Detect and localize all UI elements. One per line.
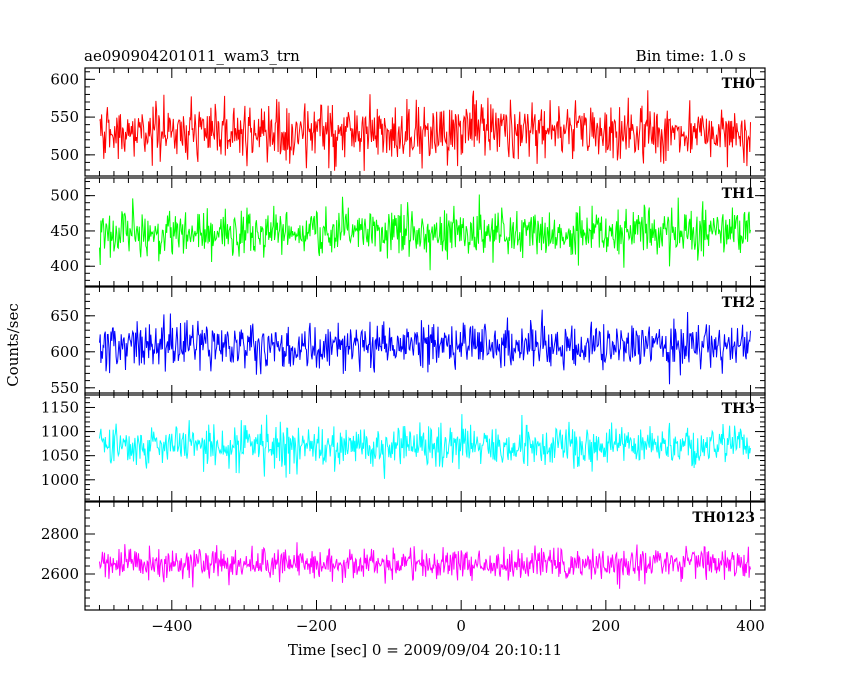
series-line-th3 (99, 414, 751, 479)
y-tick-label: 600 (50, 70, 79, 88)
panel-label-th1: TH1 (722, 186, 755, 202)
bin-time-label: Bin time: 1.0 s (636, 47, 746, 65)
y-tick-label: 1150 (41, 398, 79, 416)
chart-title: ae090904201011_wam3_trn (84, 47, 300, 65)
series-line-th0 (99, 90, 751, 171)
panel-label-th0: TH0 (722, 76, 756, 92)
y-tick-label: 400 (50, 257, 79, 275)
y-axis-label: Counts/sec (4, 303, 22, 387)
series-line-th1 (99, 194, 751, 271)
x-tick-label: 0 (456, 617, 466, 635)
y-tick-label: 2800 (41, 525, 79, 543)
panel-frame-th2 (84, 286, 766, 396)
y-tick-label: 2600 (41, 565, 79, 583)
y-tick-label: 500 (50, 187, 79, 205)
panels-group: 500 550 600 TH0 400 450 500 TH1 550 600 650 TH2 1000… (41, 67, 766, 635)
panel-label-th3: TH3 (722, 401, 755, 417)
panel-frame-th1 (84, 177, 766, 287)
x-tick-label: −200 (296, 617, 337, 635)
series-line-th0123 (99, 542, 751, 589)
panel-label-th0123: TH0123 (692, 510, 755, 526)
x-tick-label: 200 (592, 617, 621, 635)
y-tick-label: 1050 (41, 447, 79, 465)
panel-frame-th0123 (84, 501, 766, 611)
y-tick-label: 550 (50, 379, 79, 397)
series-line-th2 (99, 309, 751, 385)
x-tick-label: −400 (151, 617, 192, 635)
panel-frame-th0 (84, 67, 766, 177)
y-tick-label: 650 (50, 307, 79, 325)
y-tick-label: 600 (50, 343, 79, 361)
y-tick-label: 450 (50, 222, 79, 240)
y-tick-label: 550 (50, 108, 79, 126)
x-tick-label: 400 (736, 617, 765, 635)
y-tick-label: 1000 (41, 471, 79, 489)
panel-label-th2: TH2 (722, 295, 755, 311)
y-tick-label: 500 (50, 146, 79, 164)
y-tick-label: 1100 (41, 423, 79, 441)
panel-frame-th3 (84, 392, 766, 502)
x-axis-label: Time [sec] 0 = 2009/09/04 20:10:11 (288, 641, 562, 659)
